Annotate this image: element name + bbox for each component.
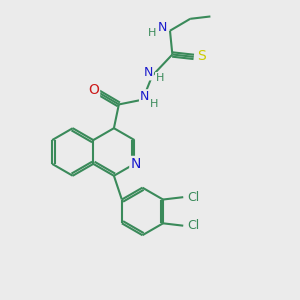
Text: N: N bbox=[143, 66, 153, 80]
Text: N: N bbox=[158, 21, 167, 34]
Text: Cl: Cl bbox=[187, 191, 199, 204]
Text: H: H bbox=[150, 99, 159, 109]
Text: N: N bbox=[140, 90, 149, 103]
Text: N: N bbox=[130, 157, 141, 171]
Text: Cl: Cl bbox=[187, 219, 199, 232]
Text: O: O bbox=[88, 82, 99, 97]
Text: H: H bbox=[148, 28, 156, 38]
Text: S: S bbox=[197, 49, 206, 63]
Text: H: H bbox=[156, 73, 164, 83]
